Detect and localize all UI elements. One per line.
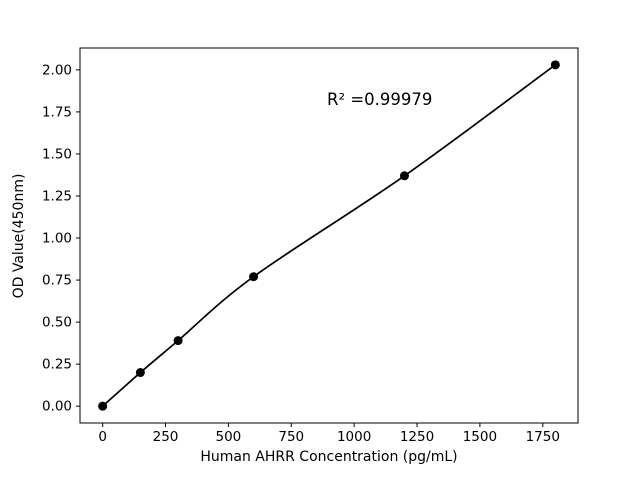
y-tick-label: 0.75	[42, 273, 72, 289]
y-tick-label: 1.00	[42, 231, 72, 247]
y-tick-label: 0.25	[42, 357, 72, 373]
x-tick-label: 250	[153, 429, 179, 445]
y-axis-label: OD Value(450nm)	[11, 174, 27, 299]
data-point	[135, 368, 145, 378]
data-point	[550, 60, 560, 70]
x-tick-label: 1750	[526, 429, 560, 445]
y-tick-label: 1.50	[42, 146, 72, 162]
y-tick-label: 0.00	[42, 399, 72, 415]
y-tick-label: 1.25	[42, 188, 72, 204]
x-axis-label: Human AHRR Concentration (pg/mL)	[200, 449, 457, 465]
data-point	[399, 171, 409, 181]
y-tick-label: 0.50	[42, 315, 72, 331]
y-tick-label: 2.00	[42, 62, 72, 78]
x-tick-label: 1500	[463, 429, 497, 445]
x-tick-label: 1000	[337, 429, 371, 445]
x-tick-label: 500	[216, 429, 242, 445]
axes-frame	[79, 47, 579, 424]
data-point	[98, 401, 108, 411]
y-tick-label: 1.75	[42, 104, 72, 120]
r-squared-annotation: R² =0.99979	[327, 90, 432, 109]
x-tick-label: 0	[98, 429, 107, 445]
data-point	[249, 272, 259, 282]
data-point	[173, 336, 183, 346]
plot-area: 0 250 500 750 1000 1250 1500 1750 0.00 0.25 0.50 0.…	[42, 47, 579, 445]
x-tick-label: 750	[278, 429, 304, 445]
fit-line	[102, 64, 556, 407]
x-tick-label: 1250	[400, 429, 434, 445]
